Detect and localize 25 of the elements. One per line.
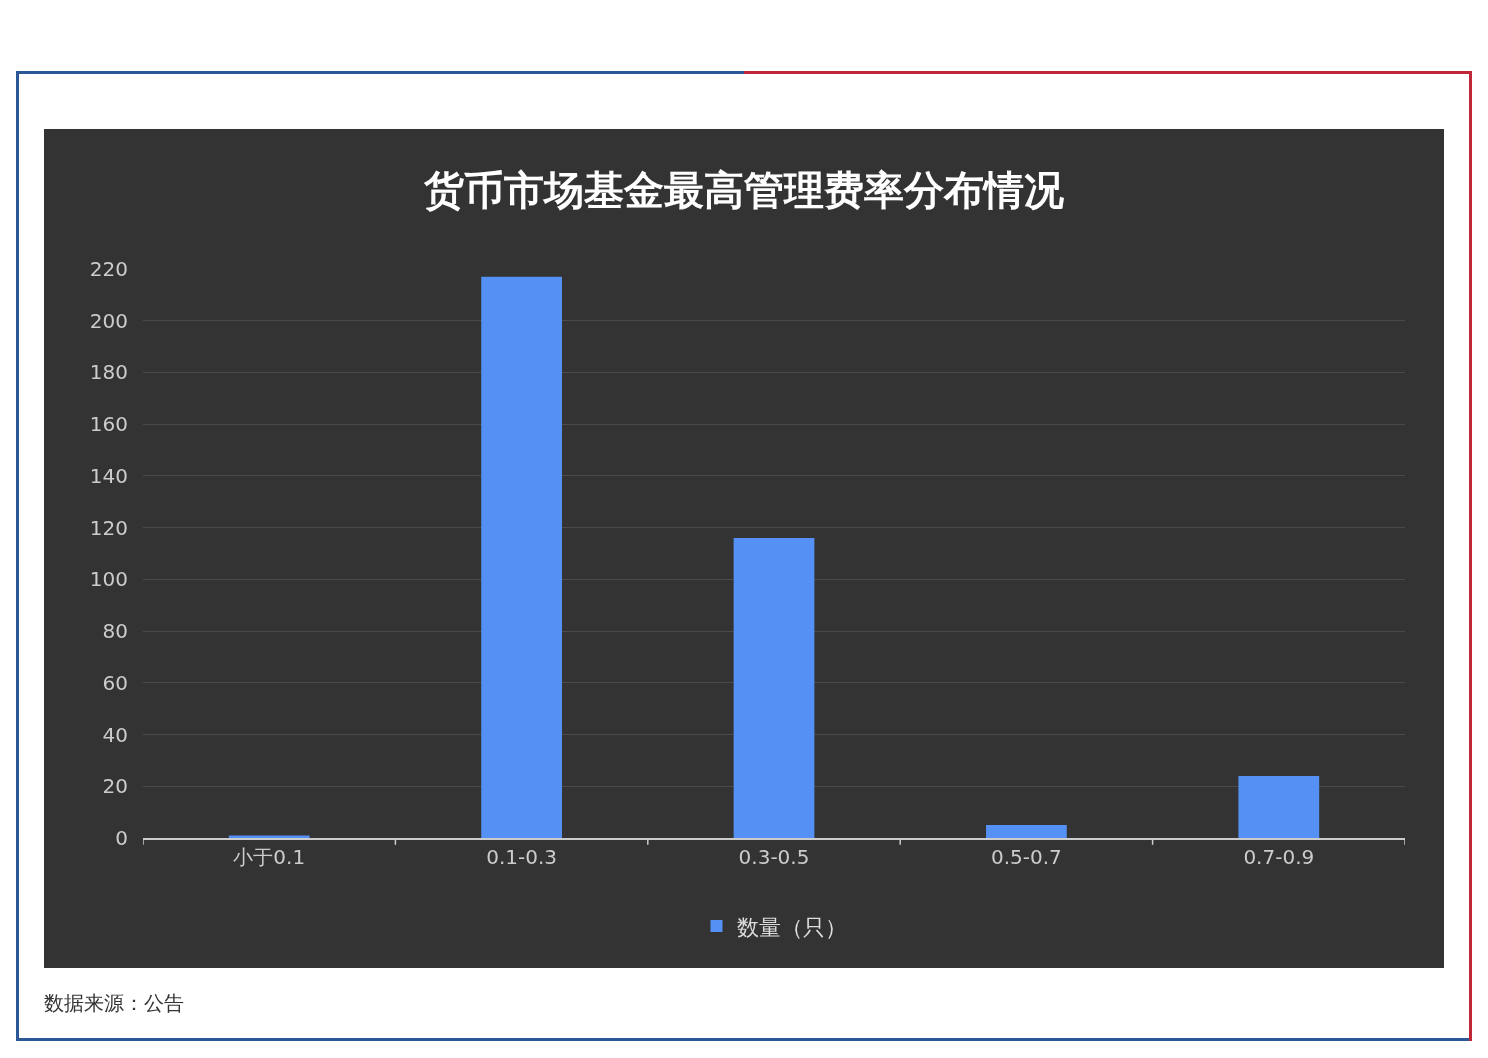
bar (1238, 775, 1320, 838)
legend-label: 数量（只） (736, 914, 847, 940)
y-tick-label: 220 (89, 257, 128, 281)
x-tick-label: 0.1-0.3 (486, 844, 558, 869)
chart-title: 货币市场基金最高管理费率分布情况 (423, 167, 1064, 214)
y-tick-label: 120 (89, 515, 128, 540)
y-tick-label: 60 (102, 670, 128, 695)
y-tick-label: 100 (89, 567, 128, 592)
y-tick-label: 0 (115, 826, 128, 850)
y-tick-label: 160 (89, 412, 128, 437)
bar (986, 825, 1067, 838)
y-tick-label: 200 (89, 308, 128, 333)
x-tick-label: 小于0.1 (233, 844, 306, 869)
bar (733, 537, 815, 838)
y-tick-label: 140 (89, 463, 128, 488)
y-tick-label: 40 (102, 722, 128, 747)
x-tick-label: 0.5-0.7 (990, 844, 1062, 869)
source-note: 数据来源：公告 (44, 990, 184, 1017)
y-tick-label: 80 (102, 619, 128, 644)
x-tick-label: 0.7-0.9 (1243, 844, 1315, 869)
x-tick-label: 0.3-0.5 (738, 844, 810, 869)
y-tick-label: 20 (102, 774, 128, 799)
bar (481, 276, 562, 838)
y-tick-label: 180 (89, 360, 128, 385)
bar (228, 835, 310, 838)
